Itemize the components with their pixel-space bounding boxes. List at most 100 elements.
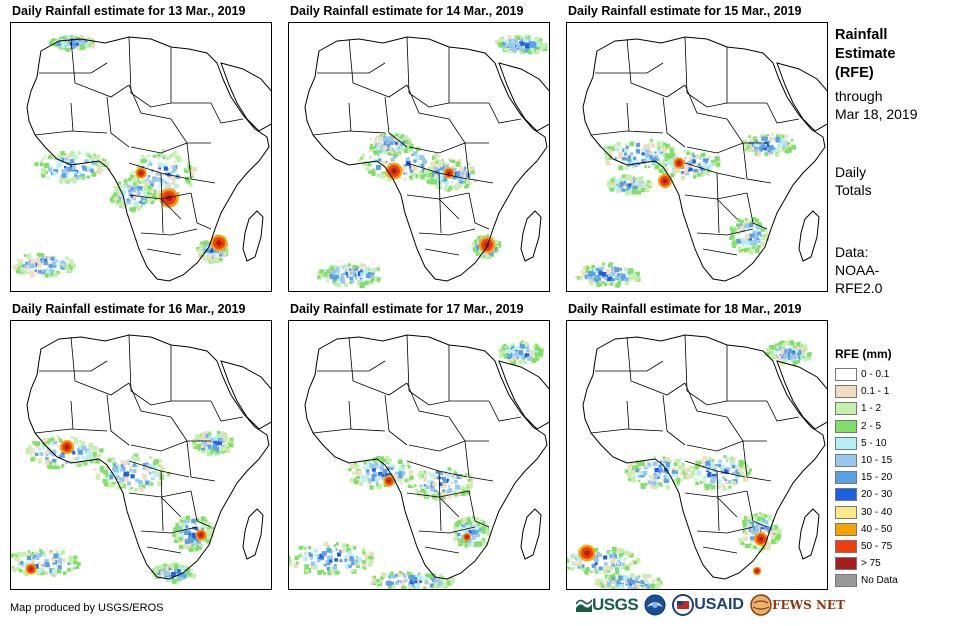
rainfall-cell — [46, 454, 49, 457]
rainfall-cell — [386, 580, 392, 586]
rainfall-cell — [683, 172, 687, 176]
rainfall-cell — [506, 48, 511, 52]
rainfall-cell — [585, 571, 589, 575]
rainfall-cell — [398, 466, 404, 472]
country-border — [34, 130, 108, 136]
rainfall-cell — [625, 190, 630, 196]
rainfall-cell — [43, 571, 46, 574]
rainfall-cell — [181, 567, 186, 571]
rainfall-cell — [673, 479, 679, 485]
rainfall-cell — [452, 526, 456, 530]
rainfall-cell — [186, 161, 191, 166]
rainfall-cell — [782, 148, 787, 153]
rainfall-cell — [207, 432, 211, 436]
rainfall-cell — [372, 457, 378, 463]
legend-swatch — [835, 539, 857, 553]
rainfall-map — [566, 320, 828, 590]
rainfall-cell — [71, 176, 76, 181]
rainfall-cell — [13, 555, 16, 559]
rainfall-cell — [650, 157, 656, 163]
rainfall-cell — [160, 569, 164, 574]
rainfall-cell — [800, 357, 804, 361]
rainfall-cell — [403, 172, 406, 175]
rainfall-cell — [635, 582, 641, 588]
rainfall-cell — [405, 158, 409, 162]
rainfall-cell — [773, 147, 776, 150]
rainfall-cell — [78, 440, 82, 443]
rainfall-cell — [598, 266, 602, 269]
rainfall-cell — [45, 437, 49, 442]
rainfall-cell — [755, 527, 760, 532]
rainfall-cell — [207, 254, 213, 259]
country-border — [626, 102, 630, 132]
rainfall-cell — [130, 187, 135, 192]
rainfall-cell — [418, 575, 423, 580]
rainfall-cell — [456, 524, 459, 527]
rainfall-cell — [628, 159, 633, 163]
rainfall-cell — [115, 197, 119, 201]
rainfall-cell — [361, 477, 367, 482]
rainfall-cell — [457, 519, 463, 525]
rainfall-cell — [100, 160, 106, 166]
rainfall-cell — [519, 46, 524, 52]
country-border — [312, 428, 386, 434]
country-border — [424, 546, 460, 554]
rainfall-cell — [641, 158, 647, 164]
country-border — [140, 526, 198, 534]
rainfall-cell — [135, 478, 139, 483]
rainfall-cell — [764, 141, 770, 146]
rainfall-cell — [171, 170, 175, 174]
rainfall-cell — [432, 481, 437, 487]
rainfall-cell — [519, 343, 524, 349]
rainfall-cell — [51, 437, 55, 441]
rainfall-cell — [755, 523, 759, 526]
rainfall-cell — [179, 566, 183, 570]
rainfall-cell — [160, 476, 163, 479]
rainfall-cell — [728, 480, 731, 483]
rainfall-cell — [91, 40, 95, 43]
rainfall-cell — [797, 355, 802, 360]
rainfall-cell — [450, 165, 455, 170]
rainfall-cell — [205, 539, 210, 543]
rainfall-cell — [608, 155, 613, 160]
rainfall-cell — [203, 537, 208, 541]
rainfall-cell — [434, 167, 438, 171]
rainfall-cell — [777, 134, 780, 138]
rainfall-cell — [28, 445, 32, 449]
rainfall-cell — [157, 481, 163, 487]
rainfall-cell — [731, 464, 736, 469]
rainfall-cell — [511, 356, 515, 360]
country-border — [384, 96, 408, 148]
rainfall-cell — [734, 464, 738, 469]
rainfall-cell — [187, 519, 191, 523]
rainfall-cell — [70, 436, 74, 439]
rainfall-cell — [619, 181, 625, 187]
rainfall-cell — [219, 439, 222, 442]
rainfall-cell — [656, 167, 661, 172]
rainfall-cell — [181, 572, 186, 576]
rainfall-cell — [481, 529, 485, 534]
rainfall-cell — [620, 274, 626, 280]
rainfall-cell — [644, 153, 650, 159]
rainfall-cell — [695, 481, 699, 486]
rainfall-cell — [654, 485, 658, 489]
rainfall-cell — [189, 573, 193, 577]
rainfall-cell — [391, 574, 396, 579]
rainfall-cell — [671, 470, 676, 474]
rainfall-map-panel-16: Daily Rainfall estimate for 16 Mar., 201… — [10, 302, 272, 590]
country-border — [488, 102, 522, 124]
heavy-rain-spot — [447, 171, 451, 175]
rainfall-cell — [492, 247, 498, 252]
rainfall-cell — [722, 486, 727, 491]
country-border — [684, 192, 748, 200]
rainfall-cell — [411, 164, 417, 170]
country-border — [448, 47, 489, 104]
rainfall-cell — [420, 488, 425, 493]
rainfall-cell — [656, 481, 661, 486]
rainfall-cell — [426, 179, 431, 184]
rainfall-cell — [446, 187, 451, 192]
rainfall-cell — [768, 140, 771, 143]
rainfall-cell — [133, 178, 138, 183]
country-border — [684, 36, 688, 94]
rainfall-cell — [35, 452, 39, 456]
